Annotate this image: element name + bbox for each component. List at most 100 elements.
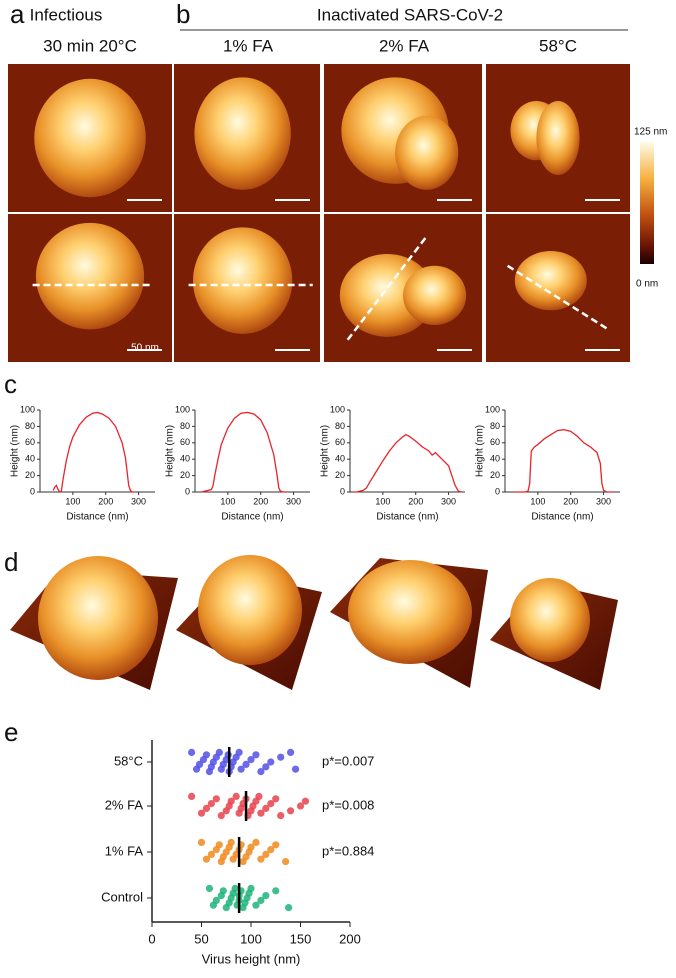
- render-virus: [510, 578, 590, 662]
- header: Inactivated SARS-CoV-2: [317, 5, 503, 24]
- afm-particle: [395, 115, 459, 190]
- data-point: [215, 841, 223, 849]
- y-tick-label: 80: [25, 421, 35, 431]
- x-axis-label: Distance (nm): [221, 512, 283, 523]
- data-point: [285, 904, 293, 912]
- data-point: [252, 838, 260, 847]
- profile-curve: [353, 433, 462, 493]
- y-axis-label: Height (nm): [165, 425, 176, 477]
- data-point: [202, 751, 211, 759]
- y-tick-label: 2% FA: [105, 797, 144, 812]
- x-tick-label: 300: [441, 496, 456, 506]
- afm-particle: [34, 78, 146, 198]
- column-header: 2% FA: [379, 36, 430, 55]
- x-tick-label: 0: [148, 931, 155, 946]
- data-point: [252, 901, 260, 909]
- profile-curve: [514, 429, 614, 493]
- column-header: 58°C: [539, 36, 577, 55]
- data-point: [202, 855, 211, 863]
- colorbar-label: 0 nm: [636, 279, 658, 290]
- x-tick-label: 200: [563, 496, 578, 506]
- data-point: [262, 804, 270, 813]
- data-point: [197, 838, 206, 847]
- data-point: [257, 768, 265, 776]
- data-point: [277, 753, 285, 761]
- x-tick-label: 200: [339, 931, 361, 946]
- data-point: [205, 884, 214, 893]
- y-tick-label: 20: [180, 470, 190, 480]
- y-tick-label: 20: [490, 470, 500, 480]
- data-point: [247, 884, 255, 893]
- data-point: [255, 792, 263, 801]
- data-point: [267, 800, 275, 808]
- afm-particle: [403, 265, 467, 325]
- y-axis-label: Height (nm): [475, 425, 486, 477]
- x-tick-label: 200: [253, 496, 268, 506]
- x-tick-label: 300: [286, 496, 301, 506]
- y-tick-label: 40: [25, 454, 35, 464]
- y-tick-label: 100: [485, 404, 500, 414]
- y-tick-label: 0: [340, 486, 345, 496]
- y-tick-label: 40: [490, 454, 500, 464]
- data-point: [188, 748, 196, 757]
- y-axis-label: Height (nm): [320, 425, 331, 477]
- data-point: [227, 838, 235, 847]
- data-point: [257, 896, 265, 905]
- y-tick-label: 100: [20, 404, 35, 414]
- x-tick-label: 100: [530, 496, 545, 506]
- y-tick-label: 80: [180, 421, 190, 431]
- data-point: [235, 748, 243, 757]
- x-tick-label: 100: [240, 931, 262, 946]
- data-point: [207, 800, 215, 808]
- data-point: [215, 748, 223, 757]
- panel-label: d: [4, 547, 18, 577]
- y-tick-label: Control: [101, 889, 143, 904]
- afm-particle: [194, 77, 291, 190]
- data-point: [202, 804, 211, 813]
- scale-label: 50 nm: [131, 343, 159, 354]
- p-value: p*=0.008: [322, 797, 374, 812]
- x-tick-label: 200: [408, 496, 423, 506]
- data-point: [291, 765, 300, 773]
- data-point: [296, 802, 305, 810]
- y-tick-label: 58°C: [114, 753, 143, 768]
- data-point: [195, 760, 204, 769]
- x-tick-label: 150: [290, 931, 312, 946]
- data-point: [188, 792, 196, 801]
- data-point: [232, 792, 240, 801]
- panel-label: e: [4, 717, 18, 747]
- header: Infectious: [30, 5, 103, 24]
- data-point: [212, 795, 220, 803]
- x-tick-label: 200: [98, 496, 113, 506]
- data-point: [247, 756, 255, 764]
- y-axis-label: Height (nm): [10, 425, 21, 477]
- afm-particle: [339, 253, 435, 337]
- y-tick-label: 40: [180, 454, 190, 464]
- data-point: [267, 846, 275, 854]
- profile-curve: [201, 411, 287, 493]
- data-point: [287, 748, 295, 757]
- y-tick-label: 60: [335, 437, 345, 447]
- data-point: [247, 843, 255, 851]
- y-tick-label: 20: [25, 470, 35, 480]
- y-tick-label: 0: [185, 486, 190, 496]
- data-point: [219, 887, 227, 895]
- data-point: [242, 760, 250, 769]
- x-tick-label: 100: [220, 496, 235, 506]
- data-point: [282, 858, 290, 866]
- colorbar: [640, 142, 654, 264]
- data-point: [257, 855, 265, 863]
- x-tick-label: 100: [65, 496, 80, 506]
- panel-label: c: [4, 369, 17, 399]
- data-point: [217, 812, 225, 820]
- afm-particle: [192, 227, 293, 334]
- data-point: [197, 809, 206, 817]
- data-point: [257, 809, 265, 817]
- y-tick-label: 60: [25, 437, 35, 447]
- x-axis-label: Distance (nm): [531, 512, 593, 523]
- data-point: [237, 765, 245, 773]
- afm-particle: [514, 251, 587, 311]
- panel-label: a: [10, 0, 25, 29]
- x-tick-label: 50: [194, 931, 208, 946]
- data-point: [207, 850, 215, 859]
